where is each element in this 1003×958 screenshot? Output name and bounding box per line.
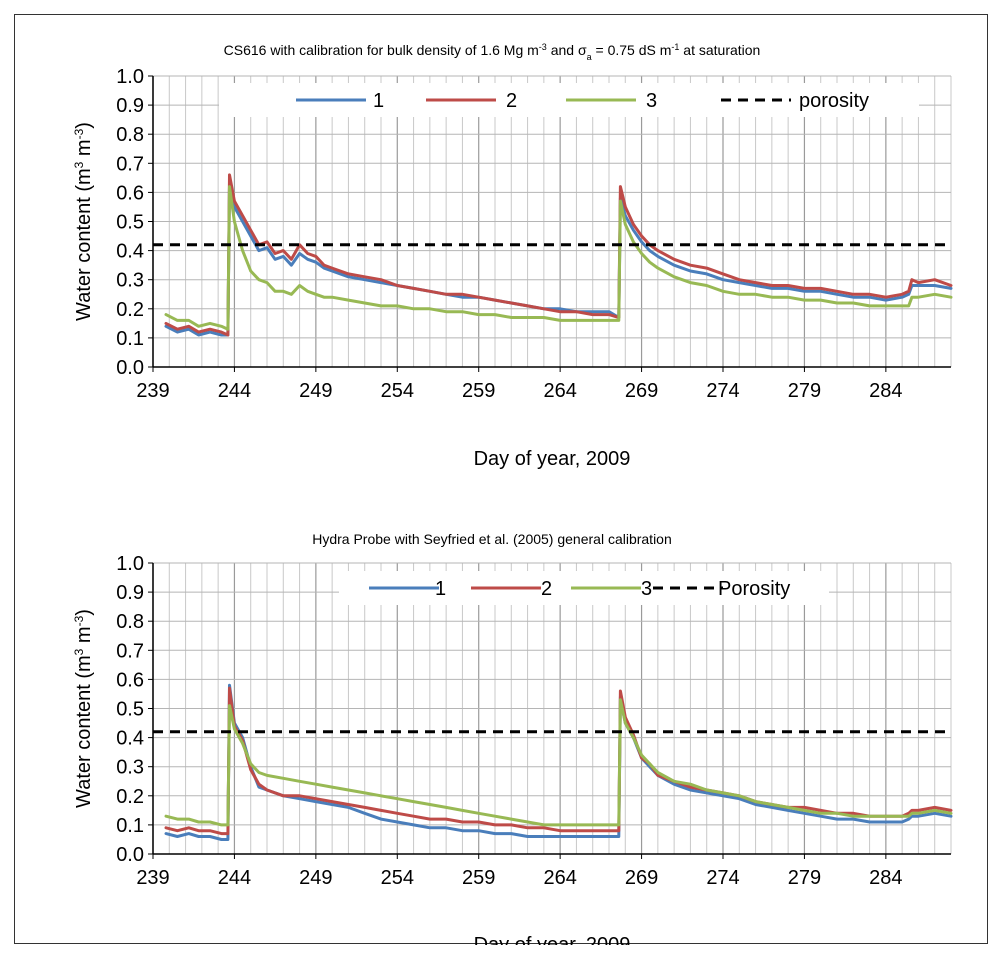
x-tick-label: 264	[543, 867, 576, 889]
legend-item-2: 2	[426, 90, 517, 112]
x-tick-label: 279	[788, 867, 821, 889]
y-tick-label: 0.6	[116, 669, 144, 691]
y-axis-label-part-2: m	[73, 139, 95, 161]
y-tick-label: 0.8	[116, 611, 144, 633]
y-tick-label: 0.9	[116, 95, 144, 117]
legend-label: 2	[506, 90, 517, 112]
chart-title-part-0: Hydra Probe with Seyfried et al. (2005) …	[312, 531, 672, 547]
x-tick-label: 279	[788, 380, 821, 402]
x-tick-label: 269	[625, 867, 658, 889]
x-tick-label: 244	[218, 867, 251, 889]
legend-label: 3	[641, 578, 652, 600]
x-tick-label: 274	[706, 380, 739, 402]
y-tick-label: 0.1	[116, 815, 144, 837]
chart-title-part-6: at saturation	[679, 42, 760, 58]
legend-item-porosity: porosity	[721, 90, 869, 112]
y-axis-label-part-3: -3	[72, 128, 86, 139]
chart-title-part-4: = 0.75 dS m	[592, 42, 672, 58]
legend: 1 2 3 porosity	[219, 83, 919, 117]
chart-title: Hydra Probe with Seyfried et al. (2005) …	[312, 531, 672, 547]
series-line-3	[164, 698, 953, 827]
chart-title-part-1: -3	[539, 42, 547, 52]
y-tick-label: 0.4	[116, 241, 144, 263]
legend-item-3: 3	[566, 90, 657, 112]
x-tick-label: 259	[462, 867, 495, 889]
y-tick-label: 1.0	[116, 553, 144, 575]
x-tick-label: 269	[625, 380, 658, 402]
y-axis-label-part-4: )	[73, 609, 95, 616]
y-tick-label: 1.0	[116, 66, 144, 88]
y-tick-label: 0.7	[116, 153, 144, 175]
y-axis-label: Water content (m3 m-3)	[72, 122, 95, 321]
legend-label: 3	[646, 90, 657, 112]
legend-label: Porosity	[718, 578, 790, 600]
x-axis-label: Day of year, 2009	[474, 448, 631, 470]
y-tick-label: 0.0	[116, 844, 144, 866]
y-tick-label: 0.3	[116, 270, 144, 292]
x-tick-label: 284	[869, 867, 902, 889]
legend-item-3: 3	[571, 578, 652, 600]
y-tick-label: 0.1	[116, 328, 144, 350]
y-tick-label: 0.2	[116, 299, 144, 321]
y-axis-label-part-0: Water content (m	[73, 655, 95, 808]
y-tick-label: 0.0	[116, 357, 144, 379]
x-tick-label: 284	[869, 380, 902, 402]
x-tick-label: 254	[381, 380, 414, 402]
y-axis-label-part-1: 3	[72, 648, 86, 655]
y-tick-label: 0.7	[116, 640, 144, 662]
chart-title-part-3: a	[587, 52, 592, 62]
x-axis-label: Day of year, 2009	[474, 934, 631, 945]
figure-frame: 0.0 0.1 0.2 0.3 0.4 0.5 0.6 0.7 0.8 0.9 1.0 239 244 2…	[14, 14, 988, 956]
y-axis-label-part-3: -3	[72, 615, 86, 626]
x-tick-label: 249	[299, 380, 332, 402]
chart-panel-1: 0.0 0.1 0.2 0.3 0.4 0.5 0.6 0.7 0.8 0.9 1.0 239 244 2…	[72, 42, 953, 470]
series-line-3	[164, 185, 953, 331]
legend: 1 2 3 Porosity	[339, 571, 829, 605]
x-tick-label: 254	[381, 867, 414, 889]
x-tick-label: 264	[543, 380, 576, 402]
x-tick-label: 249	[299, 867, 332, 889]
legend-item-1: 1	[369, 578, 446, 600]
y-axis-label: Water content (m3 m-3)	[72, 609, 95, 808]
y-axis-label-part-0: Water content (m	[73, 168, 95, 321]
chart-title-part-0: CS616 with calibration for bulk density …	[224, 42, 539, 58]
y-tick-label: 0.3	[116, 757, 144, 779]
series-line-2	[164, 173, 953, 337]
x-tick-label: 274	[706, 867, 739, 889]
x-tick-label: 239	[136, 867, 169, 889]
y-axis-label-part-4: )	[73, 122, 95, 129]
chart-title: CS616 with calibration for bulk density …	[224, 42, 761, 62]
legend-label: 2	[541, 578, 552, 600]
legend-label: porosity	[799, 90, 869, 112]
legend-item-2: 2	[471, 578, 552, 600]
y-tick-label: 0.6	[116, 182, 144, 204]
chart-title-part-5: -1	[671, 42, 679, 52]
x-tick-label: 244	[218, 380, 251, 402]
y-axis-label-part-2: m	[73, 626, 95, 648]
series-line-2	[164, 686, 953, 836]
y-tick-label: 0.4	[116, 728, 144, 750]
legend-item-porosity: Porosity	[653, 578, 790, 600]
legend-label: 1	[373, 90, 384, 112]
y-tick-label: 0.5	[116, 699, 144, 721]
x-tick-label: 239	[136, 380, 169, 402]
gridlines	[152, 75, 952, 368]
chart-title-part-2: and σ	[547, 42, 587, 58]
chart-panel-2: 0.0 0.1 0.2 0.3 0.4 0.5 0.6 0.7 0.8 0.9 1.0 239 244 2…	[72, 531, 953, 956]
y-tick-label: 0.2	[116, 786, 144, 808]
x-tick-label: 259	[462, 380, 495, 402]
y-tick-label: 0.9	[116, 582, 144, 604]
legend-label: 1	[435, 578, 446, 600]
y-tick-label: 0.8	[116, 124, 144, 146]
figure-canvas: 0.0 0.1 0.2 0.3 0.4 0.5 0.6 0.7 0.8 0.9 1.0 239 244 2…	[72, 42, 953, 956]
y-tick-label: 0.5	[116, 212, 144, 234]
y-axis-label-part-1: 3	[72, 161, 86, 168]
legend-item-1: 1	[296, 90, 384, 112]
